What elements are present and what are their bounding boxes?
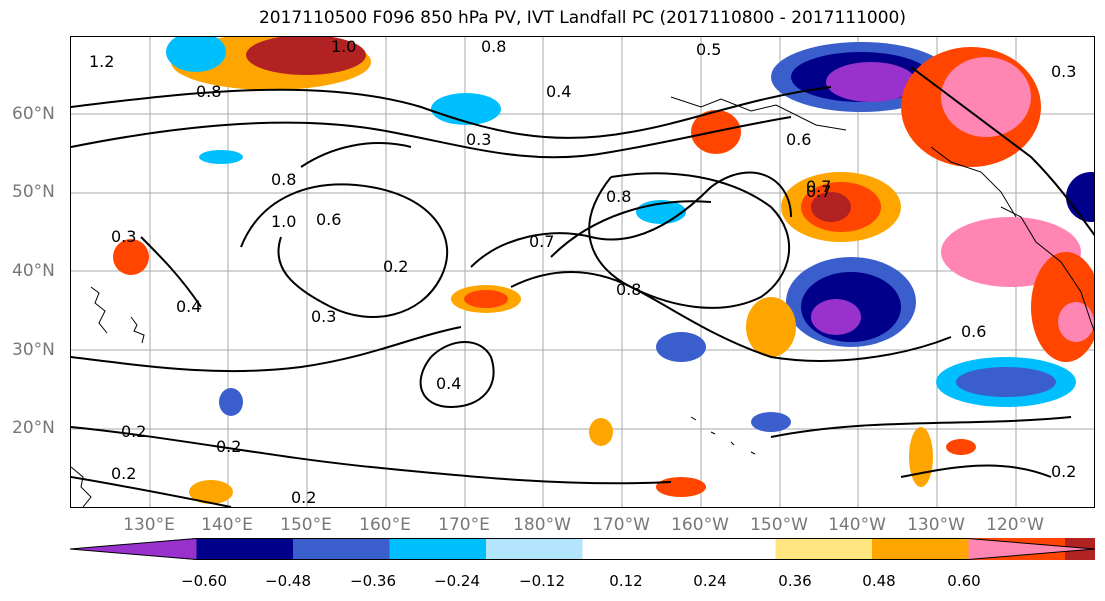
contour-label: 0.4 — [436, 374, 461, 393]
contour-label: 0.2 — [216, 437, 241, 456]
lat-label: 30°N — [12, 340, 55, 360]
lat-label: 20°N — [12, 418, 55, 438]
lon-label: 160°W — [671, 515, 729, 535]
contour-label: 0.6 — [961, 322, 986, 341]
contour-label: 1.0 — [331, 37, 356, 56]
coastlines — [71, 96, 1094, 507]
contour-label: 0.4 — [176, 297, 201, 316]
contour-label: 0.6 — [316, 210, 341, 229]
colorbar-tick-label: −0.36 — [350, 572, 396, 590]
pv-shading — [113, 37, 1094, 504]
colorbar-segment — [582, 538, 680, 560]
contour-label: 1.2 — [89, 52, 114, 71]
lon-label: 170°W — [592, 515, 650, 535]
lon-label: 140°W — [828, 515, 886, 535]
lat-label: 40°N — [12, 261, 55, 281]
colorbar-tick-label: 0.36 — [778, 572, 812, 590]
contour-label: 1.0 — [271, 212, 296, 231]
lon-label: 130°W — [907, 515, 965, 535]
colorbar-tick-label: 0.24 — [693, 572, 727, 590]
lon-label: 160°E — [359, 515, 411, 535]
colorbar-tick-label: −0.60 — [181, 572, 227, 590]
lon-label: 170°E — [438, 515, 490, 535]
map-title: 2017110500 F096 850 hPa PV, IVT Landfall… — [258, 8, 906, 28]
contour-label: 0.8 — [481, 37, 506, 56]
lon-label: 180°W — [513, 515, 571, 535]
contour-label: 0.2 — [111, 464, 136, 483]
colorbar-tick-label: −0.48 — [265, 572, 311, 590]
contour-label: 0.4 — [546, 82, 571, 101]
contour-label: 0.8 — [606, 187, 631, 206]
colorbar-segment — [872, 538, 969, 560]
contour-label: 0.7 — [806, 182, 831, 201]
colorbar-tick-label: −0.24 — [434, 572, 480, 590]
contour-label: 0.3 — [311, 307, 336, 326]
colorbar — [70, 538, 1095, 560]
colorbar-segment — [389, 538, 487, 560]
contour-value-labels: 1.2 0.8 1.0 0.8 0.5 0.4 0.3 0.6 0.3 0.7 … — [89, 37, 1076, 507]
colorbar-tick-label: 0.48 — [862, 572, 896, 590]
contour-label: 0.8 — [196, 82, 221, 101]
contour-label: 0.2 — [121, 422, 146, 441]
contour-label: 0.8 — [616, 280, 641, 299]
contour-label: 0.3 — [466, 130, 491, 149]
contour-label: 0.2 — [1051, 462, 1076, 481]
lon-label: 150°W — [750, 515, 808, 535]
lon-label: 120°W — [986, 515, 1044, 535]
contour-label: 0.7 — [806, 177, 831, 196]
contour-label: 0.7 — [529, 232, 554, 251]
contour-label: 0.3 — [111, 227, 136, 246]
colorbar-segment — [486, 538, 583, 560]
contour-label: 0.3 — [1051, 62, 1076, 81]
lon-label: 130°E — [123, 515, 175, 535]
colorbar-tick-label: 0.12 — [609, 572, 643, 590]
map-plot: 1.2 0.8 1.0 0.8 0.5 0.4 0.3 0.6 0.3 0.7 … — [71, 37, 1094, 507]
colorbar-segment — [968, 538, 1095, 560]
contour-label: 0.8 — [271, 170, 296, 189]
colorbar-segment — [196, 538, 294, 560]
colorbar-segment — [775, 538, 873, 560]
lat-label: 50°N — [12, 182, 55, 202]
contour-label: 0.2 — [291, 488, 316, 507]
contour-label: 0.5 — [696, 40, 721, 59]
colorbar-tick-label: 0.60 — [947, 572, 981, 590]
contour-lines — [71, 66, 1094, 507]
contour-label: 0.2 — [383, 257, 408, 276]
colorbar-segment — [679, 538, 776, 560]
lat-label: 60°N — [12, 104, 55, 124]
colorbar-tick-label: −0.12 — [519, 572, 565, 590]
lon-label: 140°E — [201, 515, 253, 535]
map-panel: 1.2 0.8 1.0 0.8 0.5 0.4 0.3 0.6 0.3 0.7 … — [70, 36, 1095, 508]
lon-label: 150°E — [280, 515, 332, 535]
contour-label: 0.6 — [786, 130, 811, 149]
colorbar-segment — [70, 538, 197, 560]
colorbar-segment — [293, 538, 390, 560]
